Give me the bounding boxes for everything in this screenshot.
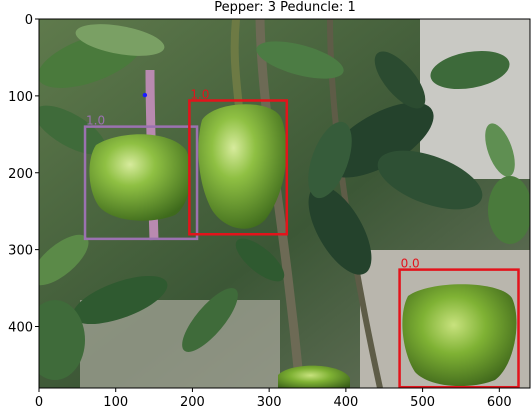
pepper-left xyxy=(89,134,191,221)
x-tick-label: 500 xyxy=(410,395,435,410)
x-axis-ticks: 0 100 200 300 400 500 600 xyxy=(35,388,512,410)
x-tick-label: 0 xyxy=(35,395,43,410)
pepper-bottom-partial xyxy=(278,365,350,388)
x-tick-label: 300 xyxy=(257,395,282,410)
detection-box-pepper xyxy=(398,268,520,388)
y-tick-label: 100 xyxy=(8,90,33,105)
detection-score-label: 1.0 xyxy=(86,114,105,128)
x-tick-label: 100 xyxy=(103,395,128,410)
axes-frame xyxy=(38,18,531,389)
x-tick-label: 400 xyxy=(333,395,358,410)
y-tick-label: 200 xyxy=(8,167,33,182)
photo: 1.0 1.0 0.0 xyxy=(39,19,530,388)
peduncle-keypoint xyxy=(142,92,148,98)
detection-box-peduncle xyxy=(83,125,199,241)
detection-box-pepper xyxy=(188,99,289,236)
detection-score-label: 0.0 xyxy=(401,257,420,271)
pepper-center xyxy=(198,104,287,229)
y-tick-label: 300 xyxy=(8,244,33,259)
pepper-bottom-right xyxy=(402,284,517,387)
y-axis-ticks: 0 100 200 300 400 xyxy=(8,13,39,336)
y-tick-label: 0 xyxy=(25,13,33,28)
detection-score-label: 1.0 xyxy=(190,87,209,101)
x-tick-label: 600 xyxy=(487,395,512,410)
detections: 1.0 1.0 0.0 xyxy=(83,87,520,388)
y-tick-label: 400 xyxy=(8,321,33,336)
plot-title: Pepper: 3 Peduncle: 1 xyxy=(214,0,356,15)
x-tick-label: 200 xyxy=(180,395,205,410)
